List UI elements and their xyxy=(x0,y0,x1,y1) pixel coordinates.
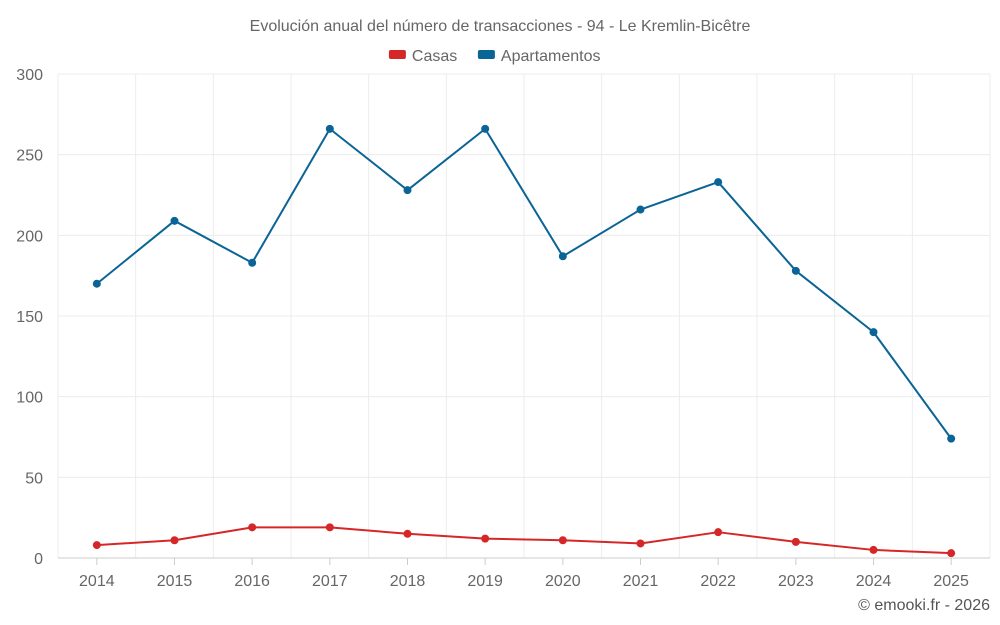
data-point-apartamentos[interactable] xyxy=(947,434,956,443)
data-point-apartamentos[interactable] xyxy=(92,279,101,288)
series-line-casas xyxy=(96,526,952,555)
data-point-apartamentos[interactable] xyxy=(714,178,723,187)
data-point-apartamentos[interactable] xyxy=(791,266,800,275)
legend-label-apartamentos: Apartamentos xyxy=(501,48,601,65)
data-point-apartamentos[interactable] xyxy=(170,216,179,225)
x-tick-label: 2019 xyxy=(467,573,503,590)
data-point-casas[interactable] xyxy=(481,534,490,543)
legend-label-casas: Casas xyxy=(412,48,457,65)
data-point-apartamentos[interactable] xyxy=(325,124,334,133)
data-point-casas[interactable] xyxy=(869,545,878,554)
legend-swatch-casas xyxy=(388,50,406,59)
data-point-casas[interactable] xyxy=(558,536,567,545)
data-point-casas[interactable] xyxy=(92,541,101,550)
data-point-casas[interactable] xyxy=(947,549,956,558)
x-tick-label: 2023 xyxy=(778,573,814,590)
x-tick-label: 2016 xyxy=(234,573,270,590)
x-tick-label: 2024 xyxy=(856,573,892,590)
x-tick-label: 2022 xyxy=(700,573,736,590)
legend-item-apartamentos[interactable]: Apartamentos xyxy=(477,48,601,65)
data-point-casas[interactable] xyxy=(791,537,800,546)
x-tick-label: 2021 xyxy=(623,573,659,590)
legend[interactable]: Casas Apartamentos xyxy=(388,48,601,65)
data-point-apartamentos[interactable] xyxy=(869,328,878,337)
y-tick-label: 250 xyxy=(16,148,43,165)
y-tick-label: 150 xyxy=(16,309,43,326)
x-tick-label: 2018 xyxy=(390,573,426,590)
y-tick-label: 300 xyxy=(16,67,43,84)
x-tick-label: 2014 xyxy=(79,573,115,590)
data-point-casas[interactable] xyxy=(248,523,257,532)
x-tick-label: 2015 xyxy=(157,573,193,590)
legend-item-casas[interactable]: Casas xyxy=(388,48,457,65)
data-point-casas[interactable] xyxy=(325,523,334,532)
data-point-casas[interactable] xyxy=(714,528,723,537)
data-point-apartamentos[interactable] xyxy=(248,258,257,267)
x-tick-label: 2025 xyxy=(933,573,969,590)
data-point-apartamentos[interactable] xyxy=(558,252,567,261)
y-tick-label: 50 xyxy=(25,470,43,487)
data-point-casas[interactable] xyxy=(636,539,645,548)
legend-swatch-apartamentos xyxy=(477,50,495,59)
data-point-apartamentos[interactable] xyxy=(481,124,490,133)
series-layer xyxy=(92,124,956,558)
y-tick-label: 200 xyxy=(16,228,43,245)
x-tick-label: 2017 xyxy=(312,573,348,590)
data-point-apartamentos[interactable] xyxy=(636,205,645,214)
chart-title: Evolución anual del número de transaccio… xyxy=(250,18,751,35)
x-tick-label: 2020 xyxy=(545,573,581,590)
y-tick-label: 100 xyxy=(16,390,43,407)
series-line-apartamentos xyxy=(96,127,952,440)
credit-text: © emooki.fr - 2026 xyxy=(858,597,990,614)
axis-layer: 0 50 100 150 200 250 300 2014 2015 2016 2017 2018 20… xyxy=(16,67,990,590)
grid-layer xyxy=(57,73,991,559)
data-point-casas[interactable] xyxy=(170,536,179,545)
y-tick-label: 0 xyxy=(34,551,43,568)
data-point-casas[interactable] xyxy=(403,529,412,538)
data-point-apartamentos[interactable] xyxy=(403,186,412,195)
